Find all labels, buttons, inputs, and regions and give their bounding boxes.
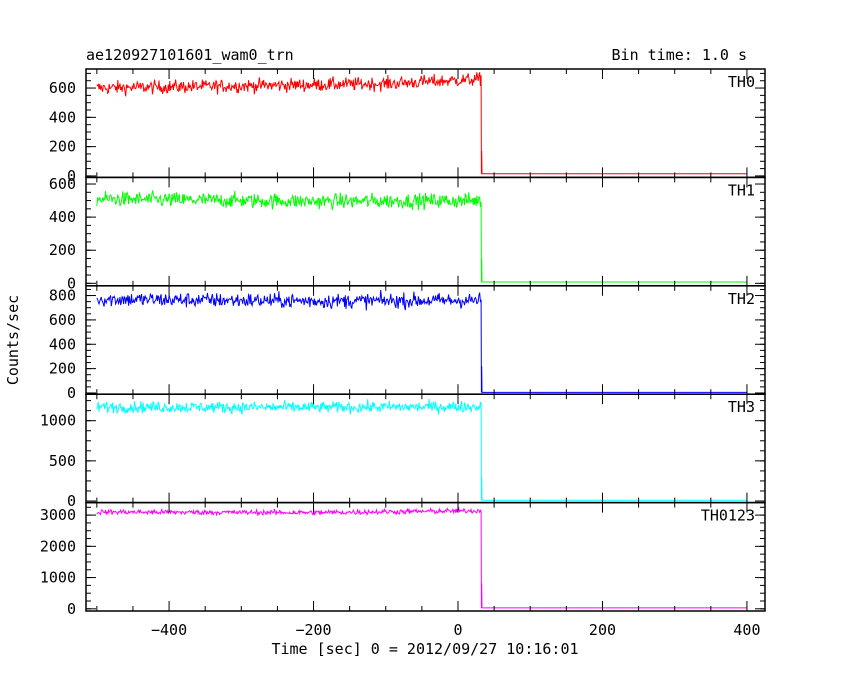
y-tick-label-th2: 400 [49,335,76,353]
y-tick-label-th0: 200 [49,138,76,156]
bin-time-label: Bin time: 1.0 s [612,46,747,64]
y-tick-label-th3: 0 [67,492,76,510]
chart-title: ae120927101601_wam0_trn [86,46,294,64]
y-tick-label-th0123: 0 [67,600,76,618]
panel-frame-th0123 [85,501,766,612]
y-tick-label-th1: 0 [67,274,76,292]
series-line-th1 [96,190,747,283]
x-tick-label: −200 [295,621,331,639]
y-axis-title: Counts/sec [4,295,22,385]
y-tick-label-th0: 600 [49,79,76,97]
x-tick-label: 0 [453,621,462,639]
y-tick-label-th0123: 3000 [40,506,76,524]
y-tick-label-th2: 200 [49,360,76,378]
x-tick-label: 400 [733,621,760,639]
y-tick-label-th1: 200 [49,241,76,259]
panel-label-th1: TH1 [728,181,755,199]
panels-group: TH0 0 200 400 600 TH1 0 200 400 600 TH2 0 200 400 600 8… [40,68,766,639]
panel-label-th0123: TH0123 [701,507,755,525]
panel-label-th2: TH2 [728,290,755,308]
y-tick-label-th2: 800 [49,287,76,305]
panel-label-th0: TH0 [728,73,755,91]
y-tick-label-th3: 500 [49,452,76,470]
series-line-th0123 [96,506,747,609]
series-line-th0 [96,72,747,175]
panel-label-th3: TH3 [728,398,755,416]
series-line-th3 [96,398,747,501]
y-tick-label-th2: 600 [49,311,76,329]
y-tick-label-th0123: 1000 [40,569,76,587]
y-tick-label-th3: 1000 [40,412,76,430]
x-tick-label: 200 [589,621,616,639]
y-tick-label-th1: 400 [49,208,76,226]
y-tick-label-th0123: 2000 [40,537,76,555]
y-tick-label-th1: 600 [49,175,76,193]
y-tick-label-th0: 0 [67,167,76,185]
y-tick-label-th2: 0 [67,384,76,402]
x-axis-title: Time [sec] 0 = 2012/09/27 10:16:01 [271,640,578,658]
x-tick-label: −400 [151,621,187,639]
series-line-th2 [96,289,747,393]
y-tick-label-th0: 400 [49,108,76,126]
